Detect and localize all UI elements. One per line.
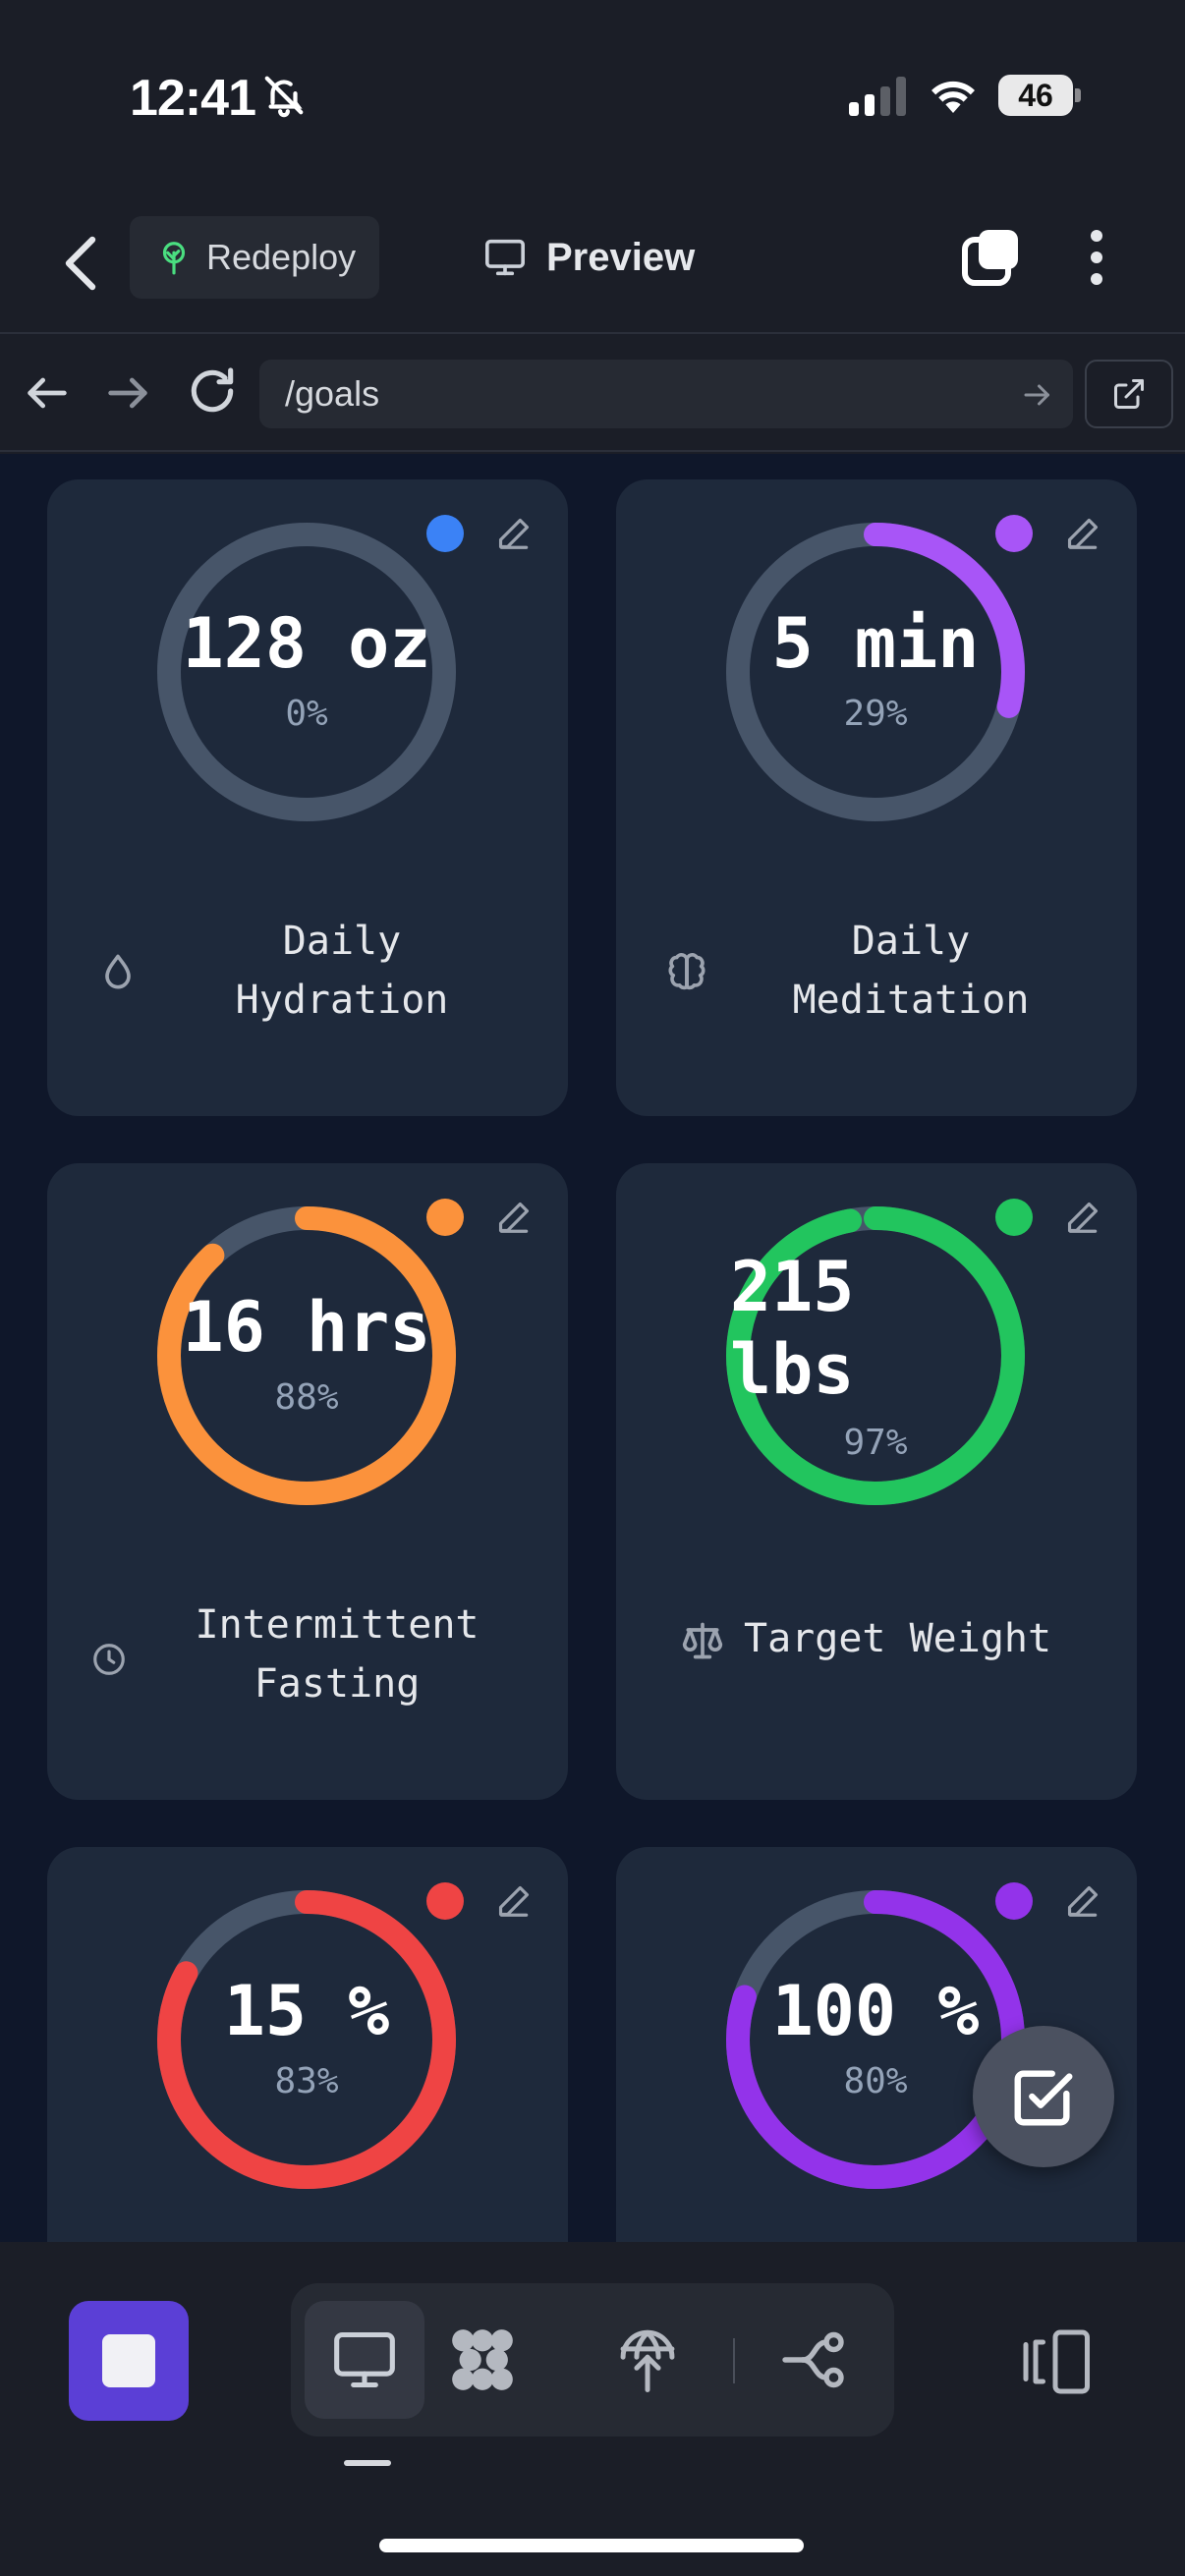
app-toolbar: Redeploy Preview: [0, 193, 1185, 334]
goal-percent: 88%: [274, 1377, 339, 1418]
arrow-right-icon[interactable]: [102, 367, 153, 419]
goal-card[interactable]: 15 % 83%: [47, 1847, 568, 2242]
goal-color-dot[interactable]: [426, 1199, 464, 1236]
goal-color-dot[interactable]: [995, 1882, 1033, 1920]
goal-value: 16 hrs: [182, 1287, 431, 1368]
active-view-indicator: [344, 2460, 391, 2466]
redeploy-button[interactable]: Redeploy: [130, 216, 379, 299]
split-view-icon[interactable]: [1016, 2323, 1095, 2401]
checkbox-icon: [1014, 2070, 1073, 2126]
progress-ring: [726, 523, 1025, 821]
goal-value: 100 %: [771, 1971, 980, 2051]
goal-value: 215 lbs: [730, 1247, 855, 1410]
goal-card[interactable]: 128 oz 0% Daily Hydration: [47, 479, 568, 1116]
monitor-icon: [485, 239, 525, 276]
git-branch-icon: [782, 2331, 844, 2388]
wifi-icon: [931, 81, 975, 113]
browser-bar: /goals: [0, 334, 1185, 452]
clock-icon: [93, 1644, 125, 1675]
external-link-icon: [1114, 379, 1144, 409]
bottom-toolbar: [0, 2242, 1185, 2576]
deploy-view-button[interactable]: [588, 2301, 707, 2419]
goal-percent: 83%: [274, 2061, 339, 2101]
goal-color-dot[interactable]: [995, 1199, 1033, 1236]
goal-value: 15 %: [223, 1971, 390, 2051]
edit-pencil-icon[interactable]: [495, 1199, 533, 1236]
monitor-icon: [334, 2331, 395, 2388]
git-view-button[interactable]: [755, 2301, 875, 2419]
goal-color-dot[interactable]: [426, 515, 464, 552]
progress-ring: [157, 523, 456, 821]
goal-percent: 80%: [843, 2061, 908, 2101]
goal-card[interactable]: 5 min 29% Daily Meditation: [616, 479, 1137, 1116]
cellular-signal-icon: [849, 77, 906, 116]
edit-pencil-icon[interactable]: [1064, 1199, 1101, 1236]
progress-ring: [157, 1890, 456, 2189]
arrow-left-icon[interactable]: [22, 367, 73, 419]
goal-value: 128 oz: [182, 603, 431, 684]
progress-ring: [726, 1206, 1025, 1505]
back-chevron-icon[interactable]: [57, 232, 108, 295]
preview-view-button[interactable]: [305, 2301, 424, 2419]
goal-percent: 97%: [843, 1423, 908, 1463]
goals-grid: 128 oz 0% Daily Hydration 5 min 29% Dail…: [0, 454, 1185, 2242]
go-arrow-icon[interactable]: [1020, 377, 1055, 413]
edit-pencil-icon[interactable]: [495, 515, 533, 552]
tabs-icon[interactable]: [959, 226, 1022, 289]
edit-pencil-icon[interactable]: [1064, 1882, 1101, 1920]
tree-icon: [162, 242, 186, 275]
battery-indicator: 46: [998, 75, 1081, 116]
goal-label: Intermittent Fasting: [195, 1602, 480, 1707]
goal-percent: 29%: [843, 694, 908, 734]
workspace-view-button[interactable]: [423, 2301, 542, 2419]
divider: [733, 2338, 735, 2383]
workspace-icon: [452, 2329, 513, 2390]
goal-card[interactable]: 16 hrs 88% Intermittent Fasting: [47, 1163, 568, 1800]
goal-label: Daily Meditation: [792, 919, 1030, 1023]
reload-icon[interactable]: [185, 364, 240, 419]
edit-pencil-icon[interactable]: [1064, 515, 1101, 552]
goal-label: Daily Hydration: [235, 919, 449, 1023]
goal-card[interactable]: 215 lbs 97% Target Weight: [616, 1163, 1137, 1800]
goal-color-dot[interactable]: [995, 515, 1033, 552]
home-indicator: [379, 2539, 804, 2552]
url-text: /goals: [285, 373, 380, 414]
status-time: 12:41: [130, 70, 256, 127]
scale-icon: [682, 1622, 723, 1659]
battery-level: 46: [998, 75, 1073, 116]
check-fab-button[interactable]: [973, 2026, 1114, 2167]
view-switcher: [291, 2283, 894, 2436]
status-bar: 12:41 46: [0, 0, 1185, 193]
redeploy-label: Redeploy: [206, 237, 357, 277]
goal-percent: 0%: [285, 694, 328, 734]
stop-button[interactable]: [69, 2301, 189, 2421]
preview-tab[interactable]: Preview: [483, 226, 695, 289]
progress-ring: [157, 1206, 456, 1505]
preview-label: Preview: [546, 235, 696, 279]
goal-label: Target Weight: [744, 1616, 1052, 1661]
edit-pencil-icon[interactable]: [495, 1882, 533, 1920]
brain-icon: [668, 953, 705, 990]
url-input[interactable]: /goals: [259, 360, 1073, 428]
droplet-icon: [105, 954, 131, 989]
bell-muted-icon: [264, 76, 304, 118]
more-vertical-icon[interactable]: [1075, 226, 1118, 289]
open-external-button[interactable]: [1085, 360, 1173, 428]
goal-value: 5 min: [771, 603, 980, 684]
globe-upload-icon: [620, 2329, 675, 2392]
goal-color-dot[interactable]: [426, 1882, 464, 1920]
stop-icon: [102, 2334, 155, 2387]
